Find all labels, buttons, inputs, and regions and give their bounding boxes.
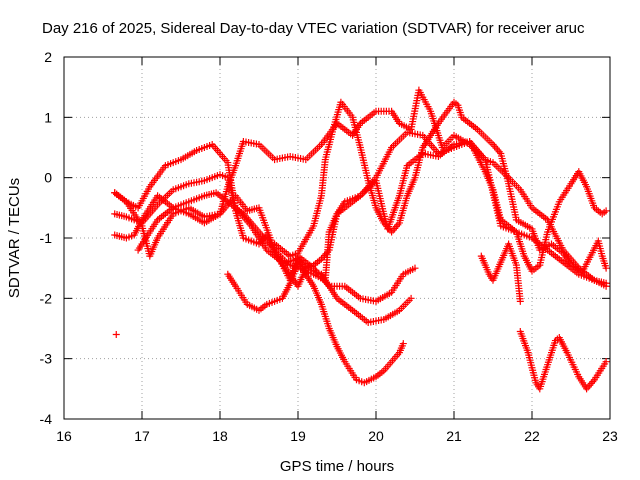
chart-title: Day 216 of 2025, Sidereal Day-to-day VTE…	[42, 20, 585, 37]
y-tick-label: -4	[40, 411, 53, 427]
data-point-marker	[602, 207, 610, 215]
series-5	[134, 189, 415, 326]
data-point-marker	[586, 381, 594, 389]
series-4	[111, 137, 610, 290]
y-tick-label: -3	[40, 351, 53, 367]
data-point-marker	[516, 297, 524, 305]
x-tick-label: 23	[602, 428, 618, 444]
plot-border	[63, 56, 611, 420]
data-point-marker	[602, 358, 610, 366]
x-axis-label: GPS time / hours	[280, 458, 394, 475]
data-point-marker	[399, 340, 407, 348]
data-point-marker	[391, 224, 399, 232]
data-point-marker	[392, 223, 400, 231]
data-point-marker	[491, 142, 499, 150]
y-tick-label: 1	[44, 109, 52, 125]
x-axis-ticks: 16 17 18 19 20 21 22 23	[56, 57, 618, 444]
series-6	[224, 258, 407, 387]
data-point-marker	[602, 279, 610, 287]
x-tick-label: 20	[368, 428, 384, 444]
x-tick-label: 16	[56, 428, 72, 444]
data-point-marker	[602, 264, 610, 272]
x-tick-label: 18	[212, 428, 228, 444]
series-8	[477, 240, 524, 305]
data-point-marker	[389, 226, 397, 234]
data-point-marker	[587, 379, 595, 387]
data-point-marker	[492, 144, 500, 152]
data-point-marker	[112, 331, 120, 339]
y-tick-label: 0	[44, 170, 52, 186]
data-point-marker	[411, 264, 419, 272]
data-point-marker	[494, 146, 502, 154]
series-7	[271, 98, 610, 275]
y-tick-label: -1	[40, 230, 53, 246]
series-10	[112, 331, 120, 339]
y-tick-label: -2	[40, 290, 53, 306]
y-axis-ticks: 2 1 0 -1 -2 -3 -4	[40, 49, 610, 427]
data-point-marker	[322, 250, 330, 258]
x-tick-label: 19	[290, 428, 306, 444]
data-point-marker	[407, 294, 415, 302]
x-tick-label: 17	[134, 428, 150, 444]
series-9	[516, 328, 610, 393]
y-tick-label: 2	[44, 49, 52, 65]
x-tick-label: 22	[524, 428, 540, 444]
y-axis-label: SDTVAR / TECUs	[6, 178, 23, 298]
data-series	[111, 86, 610, 393]
x-tick-label: 21	[446, 428, 462, 444]
